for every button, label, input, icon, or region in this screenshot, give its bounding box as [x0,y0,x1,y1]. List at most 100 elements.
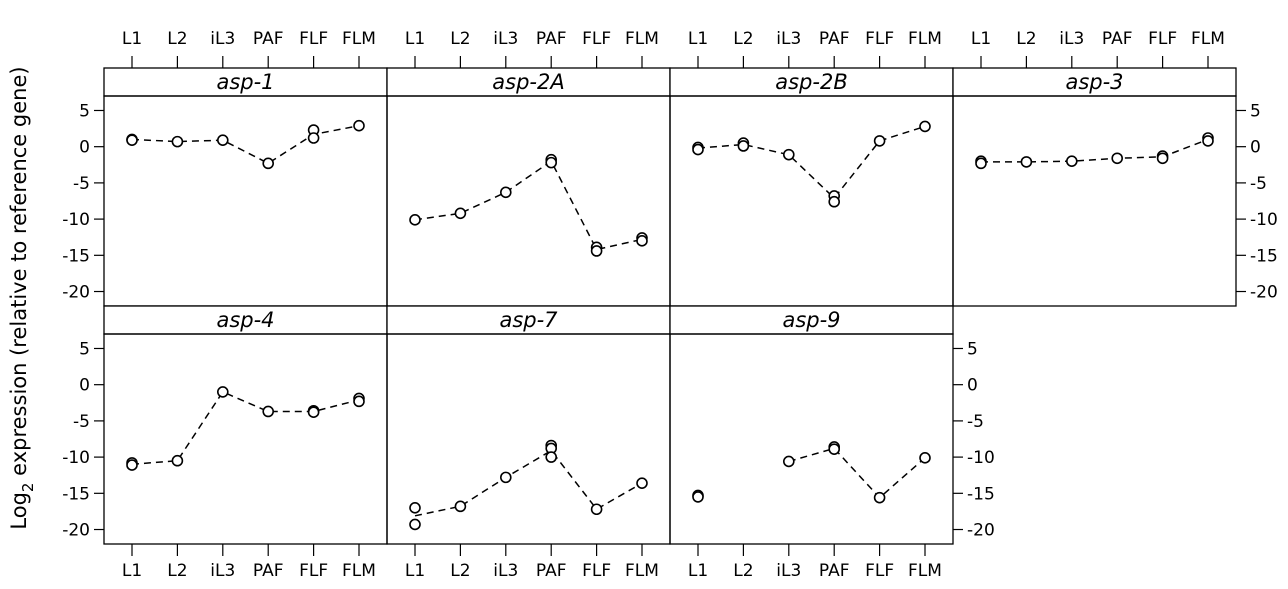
series-line [131,124,360,165]
x-tick-label: PAF [819,561,850,581]
panel-title: asp-2B [775,70,848,94]
series-line [131,390,360,466]
data-point [126,134,138,146]
x-tick-label: L1 [122,561,142,581]
data-point [545,156,558,169]
y-tick-label: -5 [73,412,90,432]
data-point [262,405,275,418]
y-tick-label: -15 [967,484,995,504]
x-tick-label: FLM [342,29,376,49]
y-tick-label: 5 [79,101,90,121]
data-point [782,148,795,161]
data-point [636,235,648,247]
y-tick-label: -15 [1250,246,1278,266]
x-tick-label: iL3 [210,561,235,581]
x-tick-label: PAF [536,561,567,581]
data-point [873,491,886,504]
panel-title: asp-7 [499,308,558,332]
data-point [545,451,558,463]
data-point [828,195,841,208]
x-tick-label: FLM [342,561,376,581]
data-point [1066,155,1078,167]
panel-strip [386,305,671,335]
x-tick-label: PAF [536,29,567,49]
data-point [409,214,421,226]
y-tick-label: -5 [73,174,90,194]
series-line [697,125,926,200]
data-point [454,500,467,513]
data-point [353,119,365,132]
series-line [414,160,643,251]
x-tick-label: FLF [865,561,894,581]
x-tick-label: PAF [1102,29,1133,49]
data-point [1202,135,1214,147]
panel-title: asp-3 [1065,70,1123,94]
data-point [1111,152,1123,165]
y-tick-label: -20 [62,283,90,303]
x-tick-label: FLF [1148,29,1177,49]
data-point [307,132,320,144]
y-tick-label: -10 [62,448,90,468]
x-tick-label: iL3 [776,29,801,49]
x-tick-label: iL3 [1059,29,1084,49]
data-point [692,491,704,503]
x-tick-label: PAF [253,29,284,49]
x-tick-label: iL3 [210,29,235,49]
y-tick-label: -20 [1250,283,1278,303]
y-tick-label: 0 [967,376,978,396]
y-tick-label: -20 [967,521,995,541]
data-point [217,134,229,146]
data-point [262,157,275,170]
x-tick-label: L2 [167,29,187,49]
x-tick-label: FLF [865,29,894,49]
y-tick-label: -5 [1250,174,1267,194]
data-point [1156,152,1169,165]
panel-plot-area [952,95,1237,307]
panel-plot-area [669,95,954,307]
data-point [590,503,603,516]
y-tick-label: 5 [79,339,90,359]
x-tick-label: L2 [733,561,753,581]
x-tick-label: L2 [450,561,470,581]
x-tick-label: L2 [167,561,187,581]
x-tick-label: L1 [971,29,991,49]
x-tick-label: L1 [405,29,425,49]
data-point [171,454,184,467]
x-tick-label: L1 [688,561,708,581]
panel-plot-area [103,333,388,545]
data-point [409,518,421,531]
x-tick-label: PAF [253,561,284,581]
data-point [409,501,421,514]
x-tick-label: FLM [625,561,659,581]
x-tick-label: L2 [733,29,753,49]
panel-title: asp-9 [782,308,840,332]
x-tick-label: iL3 [493,29,518,49]
x-tick-label: FLM [625,29,659,49]
data-point [737,140,750,152]
x-tick-label: iL3 [776,561,801,581]
data-point [975,157,987,170]
panel-strip [669,305,954,335]
data-point [499,471,512,484]
x-tick-label: iL3 [493,561,518,581]
data-point [782,455,795,468]
y-tick-label: -10 [1250,210,1278,230]
x-tick-label: L1 [688,29,708,49]
y-tick-label: 5 [967,339,978,359]
y-tick-label: -10 [967,448,995,468]
data-point [171,135,184,148]
data-point [499,186,512,199]
x-tick-label: L2 [450,29,470,49]
y-tick-label: -10 [62,210,90,230]
y-tick-label: 5 [1250,101,1261,121]
data-point [873,135,886,147]
series-line [414,449,643,517]
panel-strip [952,67,1237,97]
x-tick-label: L1 [405,561,425,581]
data-point [828,443,841,455]
data-point [590,245,603,257]
data-point [1020,156,1033,168]
y-tick-label: 0 [79,138,90,158]
